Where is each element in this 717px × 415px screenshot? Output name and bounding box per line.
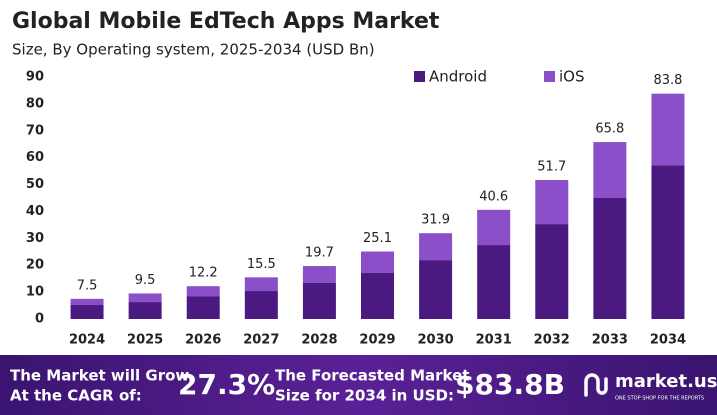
x-tick-label: 2029	[359, 333, 395, 348]
y-tick-label: 70	[26, 123, 44, 138]
cagr-text: At the CAGR of:	[10, 387, 142, 405]
footer-banner	[0, 355, 717, 415]
total-label: 9.5	[135, 273, 156, 288]
y-tick-label: 30	[26, 231, 44, 246]
x-tick-label: 2033	[592, 333, 628, 348]
y-tick-label: 20	[26, 258, 44, 273]
bar-segment	[593, 142, 627, 198]
bar-segment	[361, 273, 394, 319]
total-label: 40.6	[479, 189, 508, 204]
x-tick-label: 2027	[243, 333, 279, 348]
bar-segment	[186, 296, 220, 319]
bar-segment	[419, 260, 453, 319]
total-label: 19.7	[305, 246, 334, 261]
total-label: 65.8	[595, 122, 624, 137]
bar-segment	[128, 302, 162, 319]
bar-segment	[419, 233, 453, 261]
bar-segment	[128, 293, 162, 303]
forecast-text: Size for 2034 in USD:	[275, 387, 454, 405]
forecast-text: The Forecasted Market	[275, 367, 469, 385]
legend-label: Android	[429, 68, 487, 86]
brand-logo	[584, 373, 608, 397]
y-tick-label: 40	[26, 204, 44, 219]
total-label: 51.7	[537, 159, 566, 174]
x-tick-label: 2024	[69, 333, 105, 348]
total-label: 83.8	[653, 73, 682, 88]
bar-segment	[244, 277, 278, 292]
bar-segment	[70, 298, 104, 306]
cagr-value: 27.3%	[178, 368, 275, 401]
total-label: 7.5	[77, 278, 98, 293]
legend-swatch	[544, 71, 555, 82]
legend-swatch	[414, 71, 425, 82]
x-tick-label: 2028	[301, 333, 337, 348]
chart-subtitle: Size, By Operating system, 2025-2034 (US…	[12, 41, 375, 59]
bar-segment	[361, 251, 394, 274]
bar-segment	[477, 245, 511, 319]
x-tick-label: 2025	[127, 333, 163, 348]
bar-segment	[535, 224, 569, 319]
total-label: 31.9	[421, 213, 450, 228]
y-tick-label: 90	[26, 70, 44, 85]
brand: market.us	[615, 371, 717, 392]
bar-segment	[651, 165, 685, 319]
chart-title: Global Mobile EdTech Apps Market	[12, 9, 440, 34]
y-tick-label: 60	[26, 150, 44, 165]
bar-segment	[302, 282, 336, 319]
total-label: 25.1	[363, 231, 392, 246]
bar-segment	[244, 291, 278, 319]
legend-label: iOS	[559, 68, 585, 86]
y-tick-label: 50	[26, 177, 44, 192]
x-tick-label: 2031	[476, 333, 512, 348]
x-tick-label: 2032	[534, 333, 570, 348]
brand-tagline: ONE STOP SHOP FOR THE REPORTS	[615, 396, 704, 402]
total-label: 12.2	[189, 266, 218, 281]
bar-segment	[186, 286, 220, 297]
y-tick-label: 80	[26, 96, 44, 111]
bar-segment	[477, 209, 511, 246]
bar-segment	[302, 266, 336, 283]
x-tick-label: 2026	[185, 333, 221, 348]
bar-segment	[651, 93, 685, 166]
cagr-text: The Market will Grow	[10, 367, 189, 385]
y-tick-label: 0	[35, 312, 44, 327]
forecast-value: $83.8B	[455, 368, 565, 401]
y-tick-label: 10	[26, 285, 44, 300]
bar-segment	[535, 179, 569, 225]
total-label: 15.5	[247, 257, 276, 272]
x-tick-label: 2030	[417, 333, 453, 348]
bar-segment	[593, 198, 627, 319]
x-tick-label: 2034	[650, 333, 686, 348]
bar-segment	[70, 305, 104, 319]
